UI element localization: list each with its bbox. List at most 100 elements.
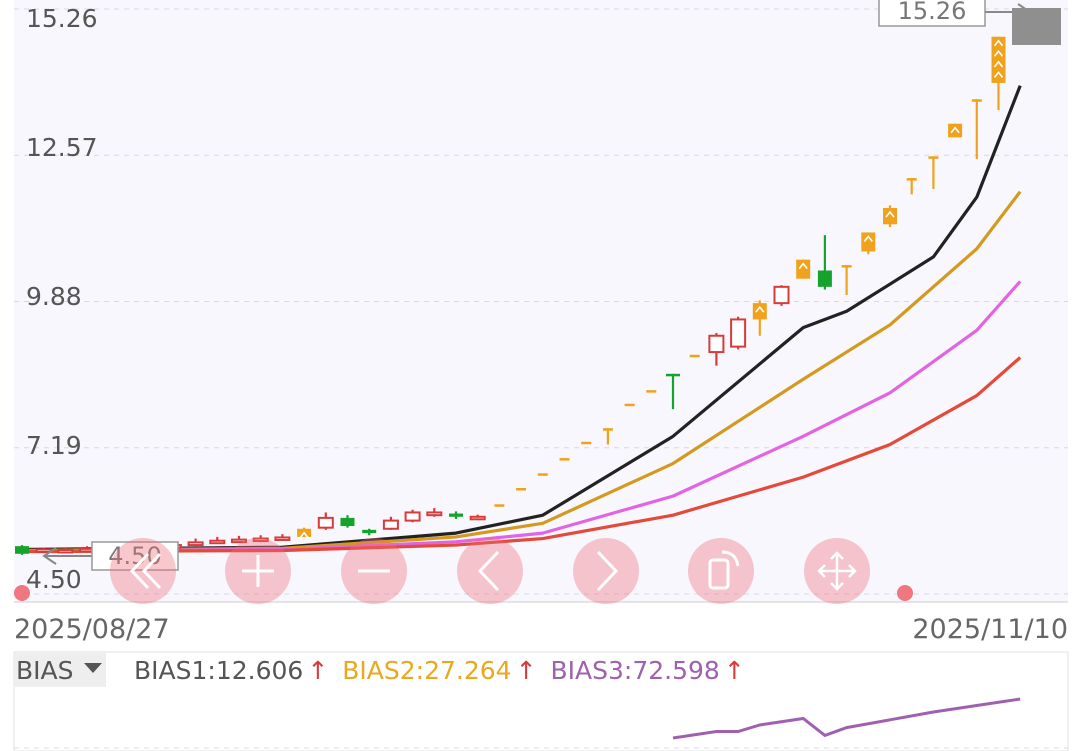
candle (559, 458, 570, 461)
x-end-date: 2025/11/10 (912, 614, 1068, 645)
candle-body (469, 515, 486, 521)
bias-legend: BIAS1:12.606 ↑ BIAS2:27.264 ↑ BIAS3:72.598 ↑ (134, 656, 745, 685)
candle-body (537, 473, 548, 476)
bias3-line (14, 697, 1068, 749)
candle-body (689, 354, 700, 358)
candle-body (861, 232, 876, 252)
bias1-label: BIAS1:12.606 (134, 656, 303, 685)
candle (231, 535, 247, 544)
bias2-arrow: ↑ (516, 656, 537, 685)
candle (209, 536, 226, 545)
candle-body (841, 265, 852, 268)
double-left-icon[interactable] (110, 538, 176, 604)
candle (689, 354, 700, 358)
candle-body (773, 285, 790, 305)
moving-average-lines (21, 85, 1022, 554)
candle (906, 178, 917, 195)
y-tick-2: 12.57 (26, 133, 98, 162)
limit-up-chevron (993, 50, 1004, 57)
candle-body (752, 303, 767, 320)
candle (971, 99, 982, 160)
move-icon[interactable] (804, 538, 870, 604)
bias2-label: BIAS2:27.264 (342, 656, 511, 685)
ma-line-2 (21, 190, 1022, 553)
zoom-out-icon[interactable] (341, 538, 407, 604)
candle-body (602, 428, 613, 431)
ma-line-1 (21, 85, 1022, 552)
bias1-arrow: ↑ (307, 656, 328, 685)
limit-up-chevron (950, 126, 960, 134)
bias3-label: BIAS3:72.598 (551, 656, 720, 685)
candle (274, 534, 291, 541)
limit-up-chevron (885, 210, 895, 218)
candle (494, 504, 505, 507)
candle-body (57, 548, 74, 554)
y-tick-4: 7.19 (26, 431, 82, 460)
candle (516, 487, 527, 491)
ma-line-4 (21, 356, 1022, 554)
candle-body (404, 511, 421, 522)
candle-body (883, 207, 897, 225)
limit-up-chevron (755, 305, 765, 313)
candle (362, 528, 377, 536)
candle-body (274, 536, 291, 541)
plot-area (14, 0, 1068, 602)
candle (15, 545, 29, 555)
candle-body (15, 546, 29, 554)
max-price-tag: 15.26 (878, 0, 1032, 27)
range-end-handle[interactable] (897, 585, 913, 601)
candle (928, 156, 939, 189)
candle-body (340, 517, 355, 527)
candle (991, 36, 1006, 111)
range-start-handle[interactable] (14, 585, 30, 601)
candle-body (449, 513, 463, 517)
candle-body (231, 538, 247, 544)
candle-body (317, 516, 334, 529)
bias3-arrow: ↑ (724, 656, 745, 685)
candle (449, 511, 463, 519)
limit-up-chevron (798, 262, 808, 270)
y-tick-1: 15.26 (26, 4, 98, 33)
candle-body (209, 539, 226, 545)
candle-body (252, 537, 269, 543)
candle-body (581, 441, 592, 445)
candle-body (362, 529, 377, 534)
candle-body (666, 373, 680, 377)
candle (340, 515, 355, 528)
candle (708, 333, 725, 366)
candle-body (187, 541, 204, 547)
candle-body (971, 99, 982, 102)
candle (317, 512, 334, 530)
chevron-down-icon (84, 663, 102, 673)
grid-lines (14, 8, 1068, 603)
indicator-name: BIAS (16, 656, 74, 685)
candle-body (646, 390, 657, 393)
bias3-polyline (672, 697, 1021, 740)
rotate-icon[interactable] (688, 538, 754, 604)
min-price-tag: 4.50 (42, 541, 179, 571)
svg-text:4.50: 4.50 (108, 542, 161, 570)
candle-body (382, 519, 399, 530)
candle (817, 235, 832, 290)
candle-body (624, 403, 635, 407)
candle-body (906, 178, 917, 181)
candle-body (708, 334, 725, 354)
y-tick-5: 4.50 (26, 565, 82, 594)
candle (796, 259, 811, 279)
candle (297, 527, 312, 539)
zoom-in-icon[interactable] (225, 538, 291, 604)
chart-toolbar (110, 538, 870, 604)
candle-body (796, 259, 811, 279)
candle (773, 285, 790, 306)
candle (382, 516, 399, 530)
candle-body (817, 270, 832, 287)
limit-up-chevron (993, 71, 1004, 78)
candle-body (928, 156, 939, 159)
y-tick-3: 9.88 (26, 282, 82, 311)
limit-up-chevron (863, 235, 873, 242)
x-start-date: 2025/08/27 (14, 614, 170, 645)
candle (841, 265, 852, 295)
left-icon[interactable] (457, 538, 523, 604)
right-icon[interactable] (573, 538, 639, 604)
